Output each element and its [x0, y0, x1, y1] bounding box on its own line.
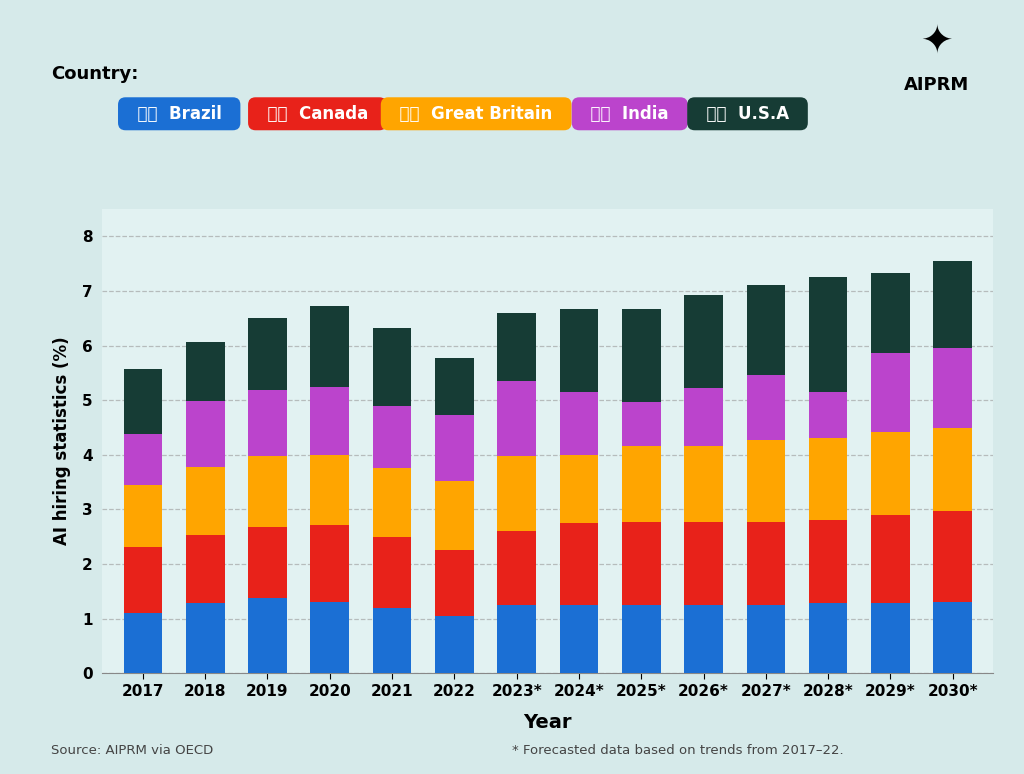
Bar: [809, 392, 848, 438]
Bar: [498, 456, 536, 531]
Bar: [124, 369, 162, 433]
Text: Source: AIPRM via OECD: Source: AIPRM via OECD: [51, 744, 213, 757]
Bar: [310, 386, 349, 455]
Bar: [435, 358, 474, 415]
Y-axis label: AI hiring statistics (%): AI hiring statistics (%): [53, 337, 71, 546]
Bar: [746, 605, 785, 673]
Bar: [871, 515, 909, 604]
Bar: [934, 511, 972, 602]
Bar: [248, 318, 287, 390]
Text: AIPRM: AIPRM: [904, 76, 970, 94]
Text: 🇧🇷  Brazil: 🇧🇷 Brazil: [126, 104, 232, 123]
Bar: [435, 415, 474, 481]
Text: 🇬🇧  Great Britain: 🇬🇧 Great Britain: [388, 104, 564, 123]
Text: 🇺🇸  U.S.A: 🇺🇸 U.S.A: [694, 104, 801, 123]
Bar: [124, 485, 162, 546]
Bar: [871, 604, 909, 673]
Bar: [498, 313, 536, 381]
Bar: [248, 598, 287, 673]
Bar: [622, 522, 660, 605]
Bar: [124, 613, 162, 673]
Bar: [186, 604, 224, 673]
Bar: [934, 602, 972, 673]
Bar: [746, 375, 785, 440]
Bar: [684, 605, 723, 673]
Bar: [248, 390, 287, 456]
Bar: [746, 440, 785, 522]
Bar: [871, 353, 909, 432]
Bar: [124, 433, 162, 485]
Bar: [124, 546, 162, 613]
Bar: [560, 605, 598, 673]
Bar: [186, 342, 224, 401]
Bar: [186, 401, 224, 467]
X-axis label: Year: Year: [523, 713, 572, 731]
Bar: [373, 406, 412, 468]
Bar: [435, 616, 474, 673]
Bar: [622, 605, 660, 673]
Bar: [684, 296, 723, 389]
Bar: [934, 261, 972, 348]
Bar: [373, 608, 412, 673]
Bar: [809, 277, 848, 392]
Bar: [498, 531, 536, 605]
Bar: [809, 604, 848, 673]
Bar: [373, 537, 412, 608]
Bar: [684, 446, 723, 522]
Bar: [622, 446, 660, 522]
Text: ✦: ✦: [921, 23, 953, 62]
Bar: [310, 455, 349, 525]
Bar: [622, 309, 660, 402]
Bar: [186, 535, 224, 604]
Bar: [809, 438, 848, 520]
Bar: [373, 328, 412, 406]
Bar: [498, 381, 536, 456]
Bar: [435, 550, 474, 616]
Bar: [934, 427, 972, 511]
Bar: [871, 432, 909, 515]
Bar: [186, 467, 224, 535]
Bar: [373, 468, 412, 537]
Bar: [310, 602, 349, 673]
Text: Country:: Country:: [51, 64, 138, 83]
Bar: [435, 481, 474, 550]
Bar: [560, 455, 598, 523]
Bar: [746, 286, 785, 375]
Bar: [310, 525, 349, 602]
Bar: [560, 392, 598, 455]
Text: 🇮🇳  India: 🇮🇳 India: [580, 104, 680, 123]
Bar: [746, 522, 785, 605]
Bar: [684, 522, 723, 605]
Bar: [560, 309, 598, 392]
Text: 🇨🇦  Canada: 🇨🇦 Canada: [256, 104, 379, 123]
Bar: [622, 402, 660, 446]
Bar: [809, 520, 848, 604]
Bar: [934, 348, 972, 427]
Bar: [310, 306, 349, 386]
Bar: [248, 456, 287, 527]
Bar: [498, 605, 536, 673]
Bar: [560, 523, 598, 605]
Bar: [871, 273, 909, 353]
Text: * Forecasted data based on trends from 2017–22.: * Forecasted data based on trends from 2…: [512, 744, 844, 757]
Bar: [248, 527, 287, 598]
Bar: [684, 389, 723, 446]
